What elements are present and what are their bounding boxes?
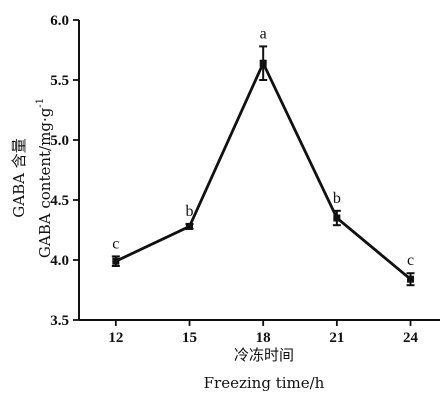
y-axis-title-cn: GABA 含量 <box>10 138 28 217</box>
significance-label: c <box>407 252 414 269</box>
data-point <box>407 275 415 283</box>
significance-label: b <box>333 190 341 207</box>
data-point <box>333 214 341 222</box>
x-axis-title-cn: 冷冻时间 <box>234 346 294 364</box>
y-axis-title-en-main: GABA content/mg·g <box>36 107 54 258</box>
data-point <box>186 222 194 230</box>
y-axis-title-en-group: GABA content/mg·g-1 <box>35 98 54 258</box>
y-tick-label: 5.5 <box>50 73 69 89</box>
data-point <box>259 59 267 67</box>
ticks: 12 15 18 21 24 3.5 4.0 4.5 5.0 5.5 6.0 <box>50 13 418 346</box>
x-tick-label: 24 <box>403 330 419 346</box>
y-tick-label: 3.5 <box>50 313 69 329</box>
y-tick-label: 6.0 <box>50 13 69 29</box>
x-tick-label: 12 <box>108 330 123 346</box>
axes <box>78 20 440 321</box>
data-series: c b a b c <box>111 25 415 287</box>
y-axis-title-en-sup: -1 <box>35 98 46 108</box>
y-axis-title-en: GABA content/mg·g-1 <box>35 98 54 258</box>
x-axis-title-en: Freezing time/h <box>204 374 325 392</box>
x-tick-label: 15 <box>182 330 197 346</box>
y-tick-label: 4.0 <box>50 253 69 269</box>
y-tick-label: 5.0 <box>50 133 69 149</box>
significance-label: c <box>112 235 119 252</box>
y-tick-label: 4.5 <box>50 193 69 209</box>
x-tick-label: 21 <box>329 330 344 346</box>
x-tick-label: 18 <box>256 330 271 346</box>
series-line <box>115 59 412 281</box>
significance-label: a <box>260 25 267 42</box>
data-point <box>112 257 120 265</box>
significance-label: b <box>186 203 194 220</box>
